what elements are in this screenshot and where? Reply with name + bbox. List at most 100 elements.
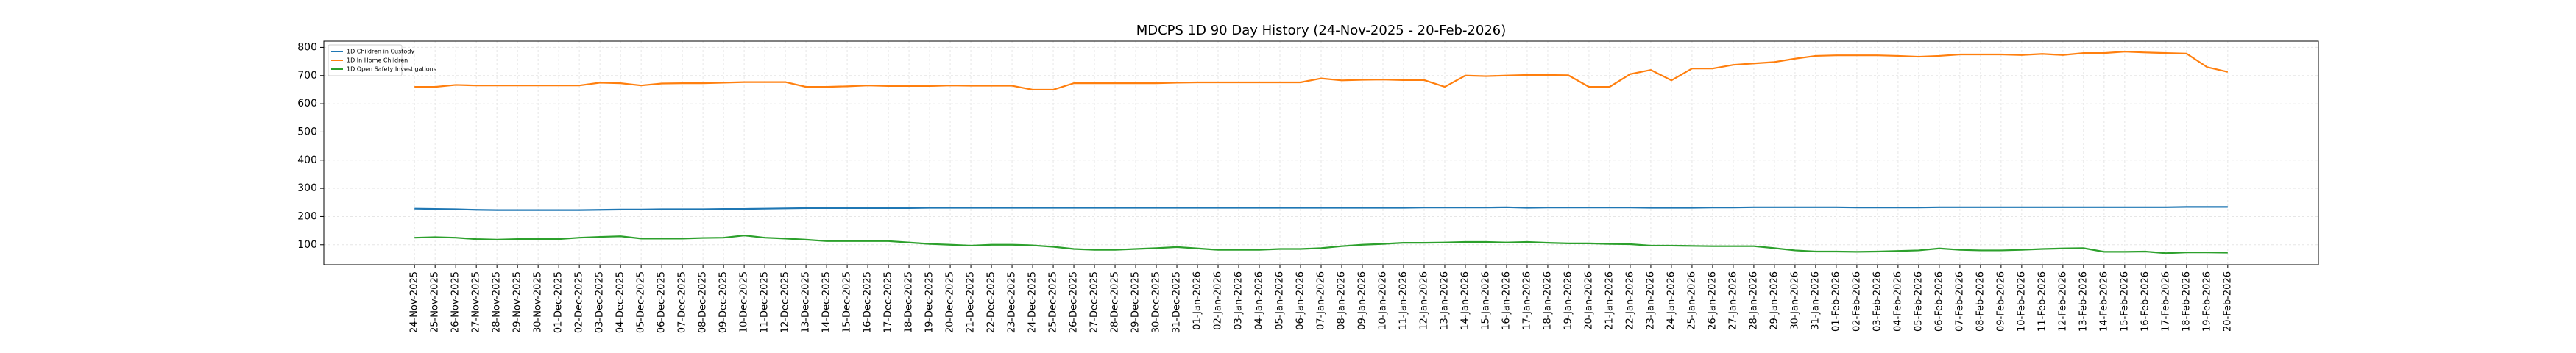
y-tick-label: 100 <box>297 239 317 251</box>
x-tick-label: 04-Dec-2025 <box>615 271 626 333</box>
x-tick-label: 13-Feb-2026 <box>2078 271 2089 332</box>
x-tick-label: 16-Jan-2026 <box>1501 271 1512 330</box>
x-tick-label: 25-Dec-2025 <box>1048 271 1059 333</box>
x-tick-label: 14-Feb-2026 <box>2098 271 2109 332</box>
x-tick-label: 30-Jan-2026 <box>1789 271 1800 330</box>
x-tick-label: 24-Nov-2025 <box>409 271 420 333</box>
x-tick-label: 12-Feb-2026 <box>2057 271 2068 332</box>
x-tick-label: 13-Dec-2025 <box>801 271 812 333</box>
x-tick-label: 08-Dec-2025 <box>698 271 709 333</box>
x-tick-label: 10-Feb-2026 <box>2016 271 2027 332</box>
x-tick-label: 05-Jan-2026 <box>1275 271 1286 330</box>
legend-label: 1D In Home Children <box>347 57 408 64</box>
x-tick-label: 20-Feb-2026 <box>2222 271 2233 332</box>
x-tick-label: 13-Jan-2026 <box>1439 271 1450 330</box>
x-tick-label: 01-Feb-2026 <box>1830 271 1841 332</box>
x-tick-label: 28-Dec-2025 <box>1110 271 1121 333</box>
x-tick-label: 09-Jan-2026 <box>1356 271 1367 330</box>
x-tick-label: 02-Jan-2026 <box>1213 271 1224 330</box>
x-tick-label: 08-Feb-2026 <box>1975 271 1986 332</box>
x-tick-label: 17-Jan-2026 <box>1521 271 1532 330</box>
x-tick-label: 29-Dec-2025 <box>1130 271 1142 333</box>
chart-title: MDCPS 1D 90 Day History (24-Nov-2025 - 2… <box>1136 23 1507 38</box>
x-tick-label: 29-Nov-2025 <box>512 271 523 333</box>
x-tick-label: 25-Nov-2025 <box>430 271 441 333</box>
x-tick-label: 05-Feb-2026 <box>1913 271 1924 332</box>
x-tick-label: 31-Jan-2026 <box>1810 271 1821 330</box>
x-tick-label: 11-Dec-2025 <box>760 271 771 333</box>
x-tick-label: 23-Dec-2025 <box>1007 271 1018 333</box>
x-tick-label: 27-Dec-2025 <box>1089 271 1100 333</box>
x-tick-label: 19-Feb-2026 <box>2201 271 2212 332</box>
x-tick-label: 04-Feb-2026 <box>1892 271 1903 332</box>
x-tick-label: 21-Jan-2026 <box>1604 271 1615 330</box>
x-tick-label: 09-Feb-2026 <box>1995 271 2006 332</box>
x-tick-label: 09-Dec-2025 <box>718 271 729 333</box>
x-tick-label: 31-Dec-2025 <box>1172 271 1183 333</box>
x-tick-label: 18-Jan-2026 <box>1542 271 1553 330</box>
x-tick-label: 21-Dec-2025 <box>966 271 977 333</box>
x-tick-label: 19-Jan-2026 <box>1563 271 1574 330</box>
x-tick-label: 18-Dec-2025 <box>904 271 915 333</box>
x-tick-label: 03-Jan-2026 <box>1234 271 1245 330</box>
x-tick-label: 06-Feb-2026 <box>1933 271 1945 332</box>
x-tick-label: 19-Dec-2025 <box>924 271 935 333</box>
x-tick-label: 28-Nov-2025 <box>492 271 503 333</box>
x-tick-label: 20-Jan-2026 <box>1583 271 1594 330</box>
x-tick-label: 22-Dec-2025 <box>986 271 997 333</box>
series-line <box>414 206 2228 211</box>
plot-frame <box>323 40 2319 265</box>
x-tick-label: 12-Dec-2025 <box>780 271 791 333</box>
y-tick-label: 600 <box>297 98 317 110</box>
x-tick-label: 04-Jan-2026 <box>1254 271 1265 330</box>
x-tick-label: 11-Feb-2026 <box>2037 271 2048 332</box>
x-tick-label: 30-Nov-2025 <box>533 271 544 333</box>
x-tick-label: 23-Jan-2026 <box>1645 271 1656 330</box>
legend-label: 1D Open Safety Investigations <box>347 66 436 73</box>
x-tick-label: 03-Feb-2026 <box>1872 271 1883 332</box>
y-tick-label: 700 <box>297 70 317 82</box>
x-tick-label: 22-Jan-2026 <box>1624 271 1635 330</box>
x-tick-label: 06-Jan-2026 <box>1295 271 1306 330</box>
x-tick-label: 12-Jan-2026 <box>1418 271 1429 330</box>
legend-label: 1D Children in Custody <box>347 49 414 55</box>
x-tick-label: 11-Jan-2026 <box>1398 271 1409 330</box>
x-tick-label: 08-Jan-2026 <box>1336 271 1347 330</box>
y-tick-label: 500 <box>297 126 317 138</box>
x-tick-label: 05-Dec-2025 <box>636 271 647 333</box>
x-tick-label: 10-Dec-2025 <box>739 271 750 333</box>
x-tick-label: 26-Nov-2025 <box>450 271 461 333</box>
x-tick-label: 24-Dec-2025 <box>1027 271 1038 333</box>
x-tick-label: 01-Jan-2026 <box>1192 271 1203 330</box>
y-tick-label: 300 <box>297 182 317 194</box>
x-tick-label: 02-Feb-2026 <box>1851 271 1862 332</box>
x-tick-label: 14-Jan-2026 <box>1459 271 1471 330</box>
x-tick-label: 18-Feb-2026 <box>2181 271 2192 332</box>
x-tick-label: 16-Dec-2025 <box>863 271 874 333</box>
x-tick-label: 02-Dec-2025 <box>574 271 585 333</box>
legend-box <box>328 44 403 76</box>
x-tick-label: 15-Jan-2026 <box>1480 271 1491 330</box>
x-tick-label: 15-Feb-2026 <box>2119 271 2130 332</box>
y-tick-label: 800 <box>297 41 317 53</box>
x-tick-label: 29-Jan-2026 <box>1769 271 1780 330</box>
x-tick-label: 01-Dec-2025 <box>553 271 565 333</box>
x-tick-label: 17-Feb-2026 <box>2160 271 2171 332</box>
series-line <box>414 51 2229 91</box>
x-tick-label: 16-Feb-2026 <box>2140 271 2151 332</box>
x-tick-label: 17-Dec-2025 <box>883 271 894 333</box>
x-tick-label: 25-Jan-2026 <box>1686 271 1697 330</box>
x-tick-label: 27-Jan-2026 <box>1727 271 1738 330</box>
x-tick-label: 03-Dec-2025 <box>595 271 606 333</box>
x-tick-label: 26-Jan-2026 <box>1707 271 1718 330</box>
x-tick-label: 15-Dec-2025 <box>842 271 853 333</box>
y-tick-label: 200 <box>297 210 317 222</box>
x-tick-label: 06-Dec-2025 <box>657 271 668 333</box>
x-tick-label: 07-Feb-2026 <box>1954 271 1965 332</box>
y-tick-label: 400 <box>297 154 317 166</box>
x-tick-label: 07-Dec-2025 <box>677 271 688 333</box>
x-tick-label: 28-Jan-2026 <box>1748 271 1759 330</box>
x-tick-label: 24-Jan-2026 <box>1666 271 1677 330</box>
x-tick-label: 07-Jan-2026 <box>1316 271 1327 330</box>
